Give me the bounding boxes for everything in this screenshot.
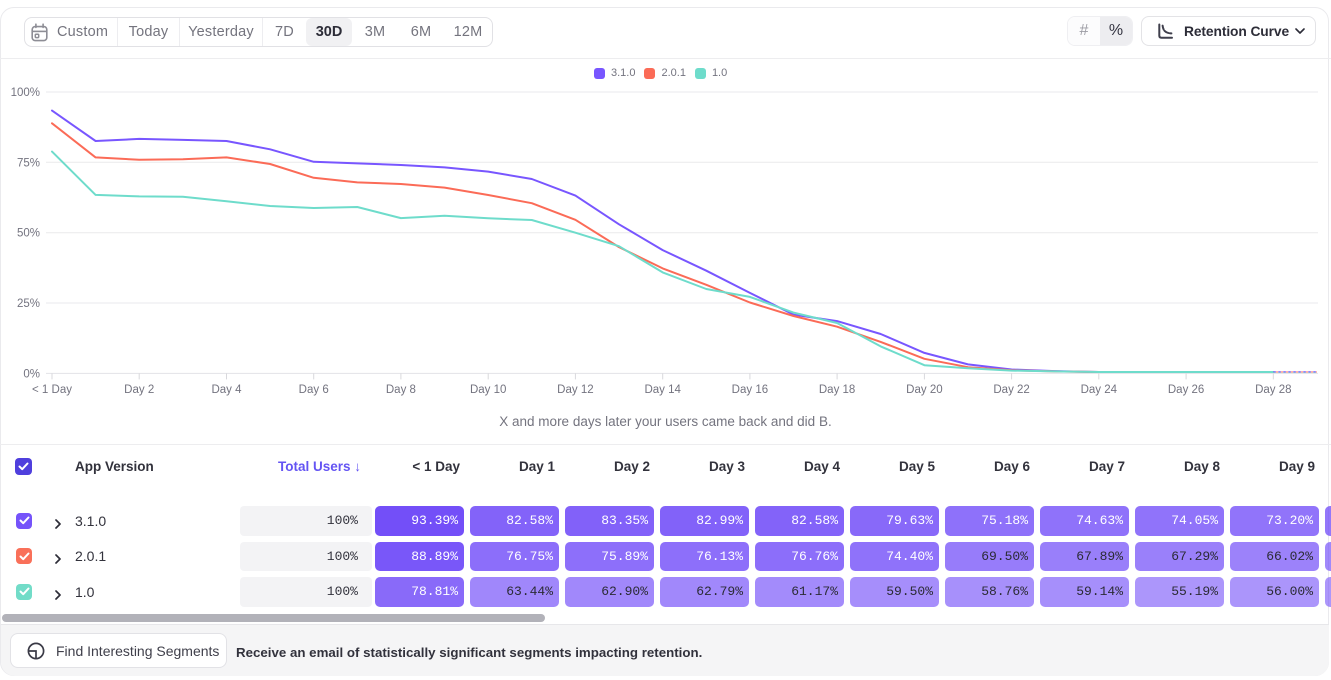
svg-text:Day 4: Day 4 (211, 384, 242, 396)
svg-text:Day 12: Day 12 (557, 384, 593, 396)
svg-text:Day 14: Day 14 (644, 384, 681, 396)
svg-text:Day 10: Day 10 (470, 384, 506, 396)
svg-text:Day 28: Day 28 (1255, 384, 1291, 396)
svg-text:Day 6: Day 6 (299, 384, 329, 396)
svg-text:Day 24: Day 24 (1081, 384, 1118, 396)
svg-text:75%: 75% (17, 157, 40, 169)
svg-text:Day 22: Day 22 (993, 384, 1029, 396)
svg-text:25%: 25% (17, 298, 40, 310)
svg-text:50%: 50% (17, 228, 40, 240)
svg-text:Day 18: Day 18 (819, 384, 855, 396)
svg-text:Day 16: Day 16 (732, 384, 768, 396)
svg-text:< 1 Day: < 1 Day (32, 384, 72, 396)
svg-text:Day 26: Day 26 (1168, 384, 1204, 396)
svg-text:0%: 0% (23, 368, 40, 380)
svg-text:Day 2: Day 2 (124, 384, 154, 396)
svg-text:100%: 100% (11, 87, 40, 99)
svg-text:Day 8: Day 8 (386, 384, 416, 396)
svg-text:Day 20: Day 20 (906, 384, 942, 396)
